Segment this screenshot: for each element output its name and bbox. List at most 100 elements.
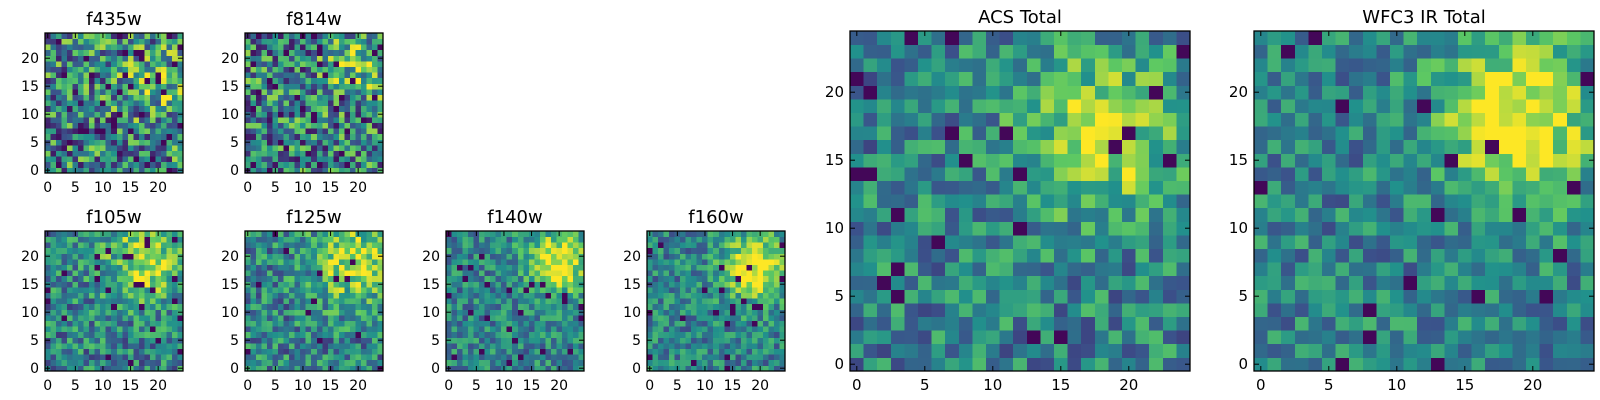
heatmap-cell: [1308, 153, 1323, 168]
heatmap-cell: [371, 326, 378, 333]
heatmap-cell: [473, 264, 480, 271]
heatmap-cell: [116, 150, 123, 157]
heatmap-cell: [746, 320, 753, 327]
heatmap-cell: [256, 49, 262, 56]
heatmap-cell: [484, 247, 491, 254]
heatmap-cell: [446, 247, 452, 254]
heatmap-cell: [377, 100, 384, 107]
heatmap-cell: [267, 236, 273, 243]
heatmap-cell: [316, 275, 323, 282]
heatmap-cell: [316, 38, 323, 45]
heatmap-cell: [578, 326, 585, 333]
heatmap-cell: [1362, 303, 1377, 317]
heatmap-cell: [567, 231, 574, 237]
heatmap-cell: [94, 309, 101, 316]
heatmap-cell: [272, 303, 279, 310]
heatmap-cell: [283, 100, 290, 107]
heatmap-cell: [100, 111, 107, 118]
heatmap-cell: [100, 270, 107, 277]
heatmap-cell: [473, 303, 480, 310]
heatmap-cell: [349, 122, 356, 129]
heatmap-cell: [138, 49, 145, 56]
heatmap-cell: [360, 117, 367, 123]
heatmap-cell: [89, 133, 96, 140]
heatmap-cell: [986, 153, 1000, 168]
heatmap-cell: [768, 275, 775, 282]
heatmap-cell: [999, 262, 1014, 277]
heatmap-cell: [67, 94, 73, 101]
heatmap-cell: [267, 264, 273, 271]
heatmap-cell: [283, 66, 290, 73]
heatmap-cell: [1566, 357, 1581, 372]
heatmap-cell: [78, 365, 84, 372]
heatmap-cell: [512, 275, 519, 282]
heatmap-cell: [768, 354, 775, 361]
heatmap-cell: [105, 49, 112, 56]
heatmap-cell: [680, 331, 686, 338]
heatmap-cell: [366, 111, 373, 118]
heatmap-cell: [78, 89, 84, 95]
heatmap-cell: [1026, 85, 1041, 100]
heatmap-cell: [751, 320, 758, 327]
heatmap-cell: [245, 247, 251, 254]
heatmap-cell: [305, 231, 312, 237]
heatmap-cell: [863, 248, 878, 263]
heatmap-cell: [45, 128, 51, 135]
heatmap-cell: [751, 354, 758, 361]
heatmap-cell: [83, 359, 90, 366]
heatmap-cell: [1335, 275, 1350, 290]
heatmap-cell: [72, 117, 79, 123]
heatmap-cell: [61, 44, 68, 51]
heatmap-cell: [850, 126, 864, 141]
heatmap-cell: [1054, 167, 1068, 181]
heatmap-cell: [652, 242, 659, 249]
heatmap-cell: [50, 161, 57, 168]
heatmap-cell: [89, 247, 96, 254]
heatmap-cell: [50, 167, 57, 174]
heatmap-cell: [261, 72, 268, 79]
heatmap-cell: [50, 326, 57, 333]
heatmap-cell: [517, 281, 524, 288]
heatmap-cell: [685, 365, 692, 372]
heatmap-cell: [578, 259, 585, 265]
heatmap-cell: [1176, 126, 1191, 141]
heatmap-cell: [768, 331, 775, 338]
x-tick-label: 0: [852, 376, 862, 394]
x-tick-label: 0: [43, 180, 52, 196]
heatmap-cell: [94, 77, 101, 84]
heatmap-cell: [155, 287, 162, 293]
heatmap-cell: [550, 348, 557, 355]
heatmap-cell: [735, 331, 742, 338]
heatmap-cell: [918, 167, 932, 181]
heatmap-cell: [250, 44, 257, 51]
heatmap-cell: [691, 359, 698, 366]
heatmap-cell: [556, 303, 563, 310]
heatmap-cell: [512, 231, 519, 237]
heatmap-cell: [1322, 167, 1336, 181]
heatmap-cell: [322, 331, 329, 338]
heatmap-cell: [1067, 357, 1082, 372]
heatmap-cell: [116, 354, 123, 361]
heatmap-cell: [360, 145, 367, 151]
heatmap-cell: [702, 264, 709, 271]
heatmap-cell: [685, 348, 692, 355]
heatmap-cell: [1122, 153, 1136, 168]
heatmap-cell: [366, 49, 373, 56]
heatmap-cell: [931, 126, 946, 141]
heatmap-cell: [1067, 289, 1082, 304]
heatmap-cell: [300, 38, 307, 45]
heatmap-cell: [171, 133, 178, 140]
heatmap-cell: [56, 66, 62, 73]
y-tick-label: 10: [221, 305, 239, 321]
heatmap-cell: [724, 287, 731, 293]
heatmap-cell: [371, 61, 378, 67]
heatmap-cell: [1040, 357, 1055, 372]
heatmap-cell: [735, 247, 742, 254]
heatmap-cell: [539, 287, 546, 293]
heatmap-cell: [83, 55, 90, 62]
heatmap-cell: [105, 161, 112, 168]
heatmap-cell: [333, 49, 340, 56]
heatmap-cell: [479, 231, 485, 237]
heatmap-cell: [83, 61, 90, 67]
axes-frame: [849, 30, 1191, 372]
